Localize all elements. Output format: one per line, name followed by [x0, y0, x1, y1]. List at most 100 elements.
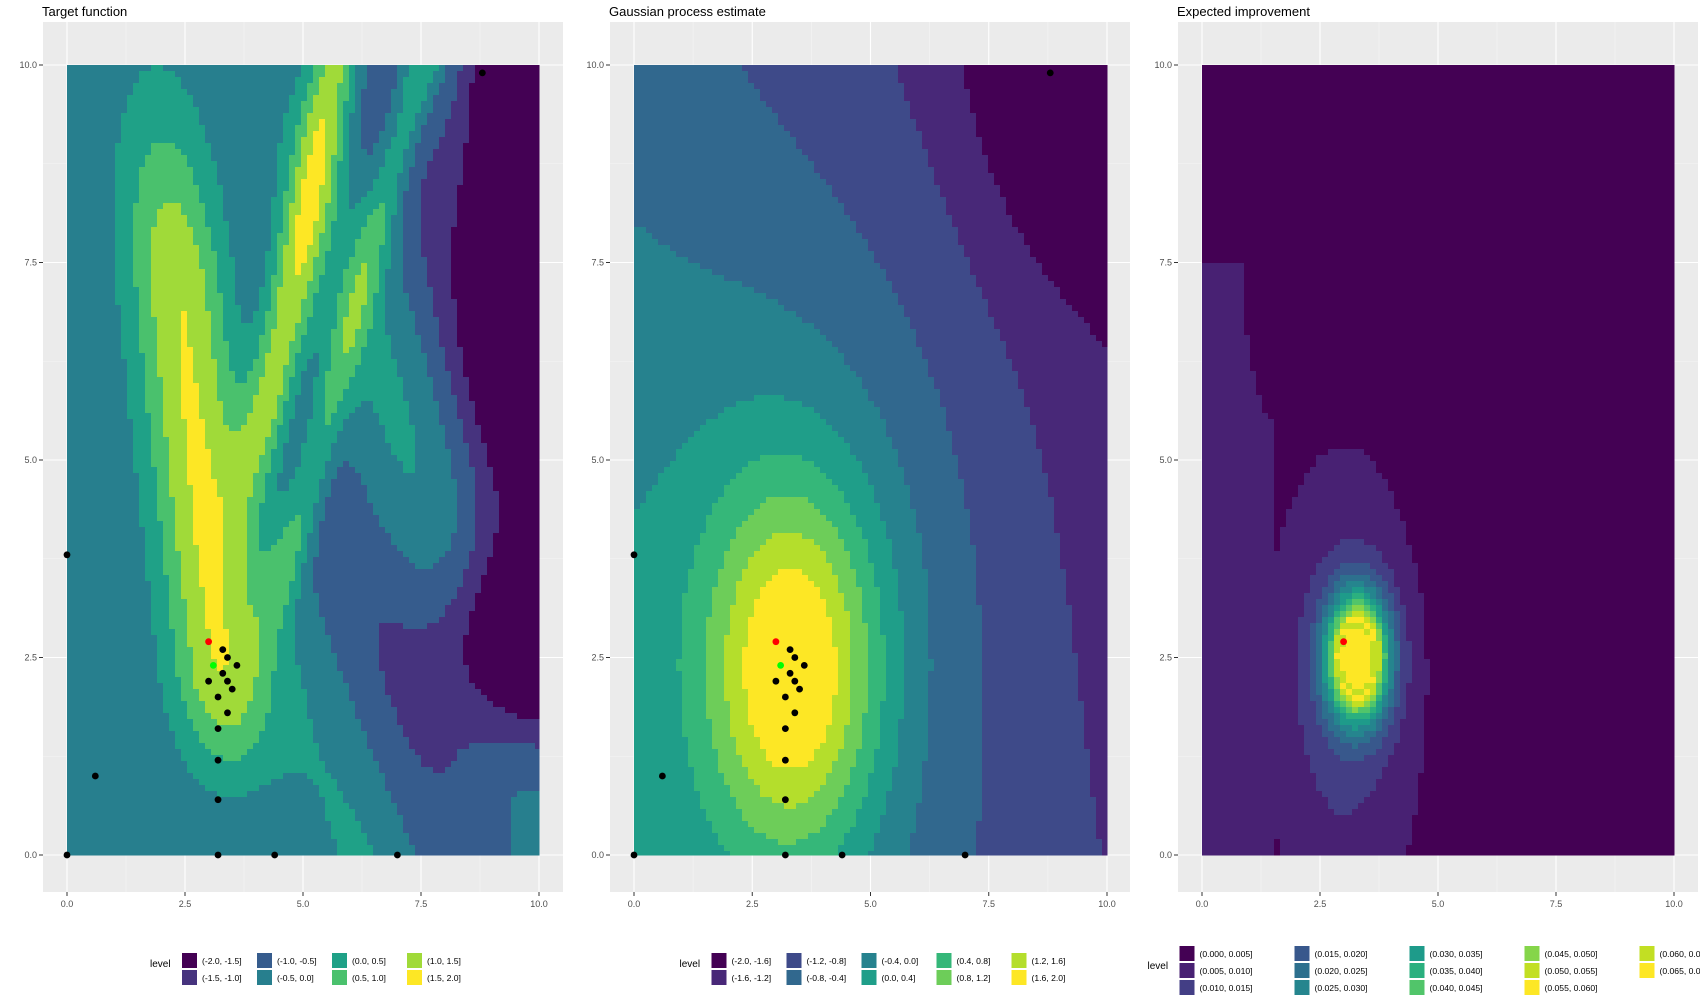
legend-key [407, 953, 422, 968]
current-point [777, 662, 785, 669]
legend-key [861, 953, 877, 968]
legend-label: (0.050, 0.055] [1545, 966, 1598, 976]
legend-label: (0.8, 1.2] [957, 973, 991, 983]
y-tick-label: 10.0 [586, 60, 604, 70]
y-tick-label: 2.5 [591, 653, 604, 663]
legend-label: (-1.5, -1.0] [202, 973, 242, 983]
legend-key [786, 970, 802, 985]
sample-point [205, 677, 213, 685]
sample-point [394, 851, 401, 859]
sample-point [214, 693, 222, 701]
sample-points [63, 69, 486, 859]
sample-point [228, 685, 236, 693]
legend-key [1524, 946, 1540, 961]
legend-key [1294, 963, 1310, 978]
sample-point [800, 662, 808, 669]
legend-label: (-2.0, -1.5] [202, 956, 242, 966]
legend-label: (0.0, 0.5] [352, 956, 386, 966]
legend-label: (-2.0, -1.6] [732, 956, 772, 966]
x-tick-label: 2.5 [179, 899, 192, 909]
legend-key [257, 953, 272, 968]
legend-label: (0.040, 0.045] [1430, 983, 1483, 993]
chart-title: Gaussian process estimate [609, 4, 766, 19]
sample-point [781, 851, 789, 859]
legend-key [1294, 946, 1310, 961]
legend-key [1639, 963, 1655, 978]
chart-title: Expected improvement [1177, 4, 1310, 19]
x-tick-label: 7.5 [415, 899, 428, 909]
legend-label: (1.2, 1.6] [1032, 956, 1066, 966]
legend: level (-2.0, -1.6] (-1.6, -1.2] (-1.2, -0.8… [680, 953, 1066, 985]
sample-point [63, 551, 71, 559]
sample-point [224, 677, 231, 685]
x-tick-label: 10.0 [530, 899, 548, 909]
legend-key [1409, 963, 1425, 978]
sample-point [796, 685, 803, 693]
sample-point [781, 693, 789, 701]
legend-key [1409, 946, 1425, 961]
x-tick-label: 2.5 [746, 899, 759, 909]
sample-point [219, 669, 227, 677]
sample-point [224, 654, 231, 661]
legend-key [1011, 953, 1027, 968]
legend-key [407, 970, 422, 985]
chart-panel-1: Target function 0.0 0.0 2.5 2.5 5.0 5.0 7.5 7.5 1… [19, 4, 563, 985]
y-tick-label: 0.0 [591, 850, 604, 860]
legend-label: (1.5, 2.0] [427, 973, 461, 983]
x-tick-label: 5.0 [1432, 899, 1445, 909]
legend-key [332, 953, 347, 968]
sample-point [91, 772, 99, 780]
legend-label: (-1.0, -0.5] [277, 956, 317, 966]
sample-point [630, 551, 638, 559]
y-tick-label: 7.5 [591, 258, 604, 268]
legend-title: level [1148, 961, 1169, 972]
legend-label: (-0.5, 0.0] [277, 973, 314, 983]
legend-label: (1.0, 1.5] [427, 956, 461, 966]
y-tick-label: 0.0 [1159, 850, 1172, 860]
sample-point [478, 69, 486, 77]
sample-points [630, 69, 1054, 859]
sample-point [630, 851, 638, 859]
x-tick-label: 10.0 [1098, 899, 1116, 909]
legend-key [936, 953, 952, 968]
sample-point [271, 851, 279, 859]
legend: level (0.000, 0.005] (0.005, 0.010] (0.010,… [1148, 946, 1700, 995]
legend-key [332, 970, 347, 985]
legend-label: (0.0, 0.4] [882, 973, 916, 983]
x-tick-label: 7.5 [1550, 899, 1563, 909]
legend-label: (-0.8, -0.4] [807, 973, 847, 983]
legend-key [1409, 980, 1425, 995]
sample-point [786, 646, 794, 653]
sample-point [781, 756, 789, 764]
sample-point [791, 709, 799, 717]
legend-label: (0.020, 0.025] [1315, 966, 1368, 976]
legend-key [1524, 963, 1540, 978]
y-tick-label: 2.5 [24, 653, 37, 663]
chart-panel-2: Gaussian process estimate 0.0 0.0 2.5 2.5 5.0… [586, 4, 1130, 985]
best-point [1340, 638, 1347, 646]
y-tick-label: 7.5 [1159, 258, 1172, 268]
legend-label: (0.055, 0.060] [1545, 983, 1598, 993]
legend-key [1179, 946, 1195, 961]
legend-title: level [150, 959, 171, 970]
sample-point [219, 646, 227, 653]
legend-label: (0.060, 0.065] [1660, 949, 1700, 959]
x-tick-label: 10.0 [1665, 899, 1683, 909]
best-point [772, 638, 780, 646]
legend-label: (-0.4, 0.0] [882, 956, 919, 966]
sample-point [791, 677, 799, 685]
legend-label: (0.015, 0.020] [1315, 949, 1368, 959]
sample-point [781, 796, 789, 804]
legend-key [711, 970, 727, 985]
sample-point [214, 796, 222, 804]
legend-key [711, 953, 727, 968]
sample-point [1046, 69, 1054, 77]
sample-point [214, 756, 222, 764]
legend-label: (0.4, 0.8] [957, 956, 991, 966]
sample-point [658, 772, 666, 780]
y-tick-label: 5.0 [24, 455, 37, 465]
x-tick-label: 5.0 [864, 899, 877, 909]
contour-fill [634, 65, 1108, 856]
current-point [209, 662, 217, 669]
